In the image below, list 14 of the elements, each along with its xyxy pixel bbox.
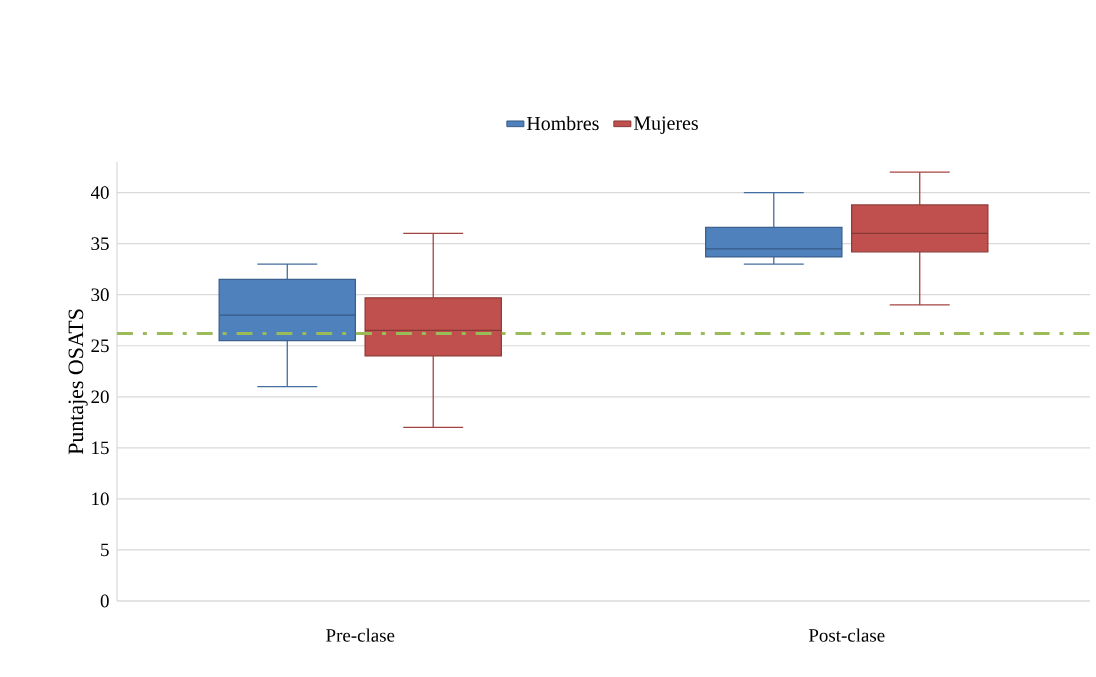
y-tick-label: 15 [92, 441, 109, 455]
y-tick-label: 10 [92, 492, 109, 506]
legend-label: Mujeres [633, 116, 698, 134]
y-tick-label: 30 [91, 288, 109, 302]
y-tick-label: 0 [100, 594, 109, 608]
y-tick-label: 40 [90, 186, 109, 200]
y-tick-label: 5 [101, 543, 109, 557]
y-tick-label: 35 [91, 237, 109, 251]
y-axis-title: Puntajes OSATS [68, 309, 88, 455]
y-tick-label: 20 [91, 390, 109, 404]
x-tick-label: Pre-clase [326, 628, 395, 642]
y-tick-label: 25 [91, 339, 109, 353]
x-tick-label: Post-clase [808, 628, 885, 642]
legend-label: Hombres [526, 116, 599, 131]
